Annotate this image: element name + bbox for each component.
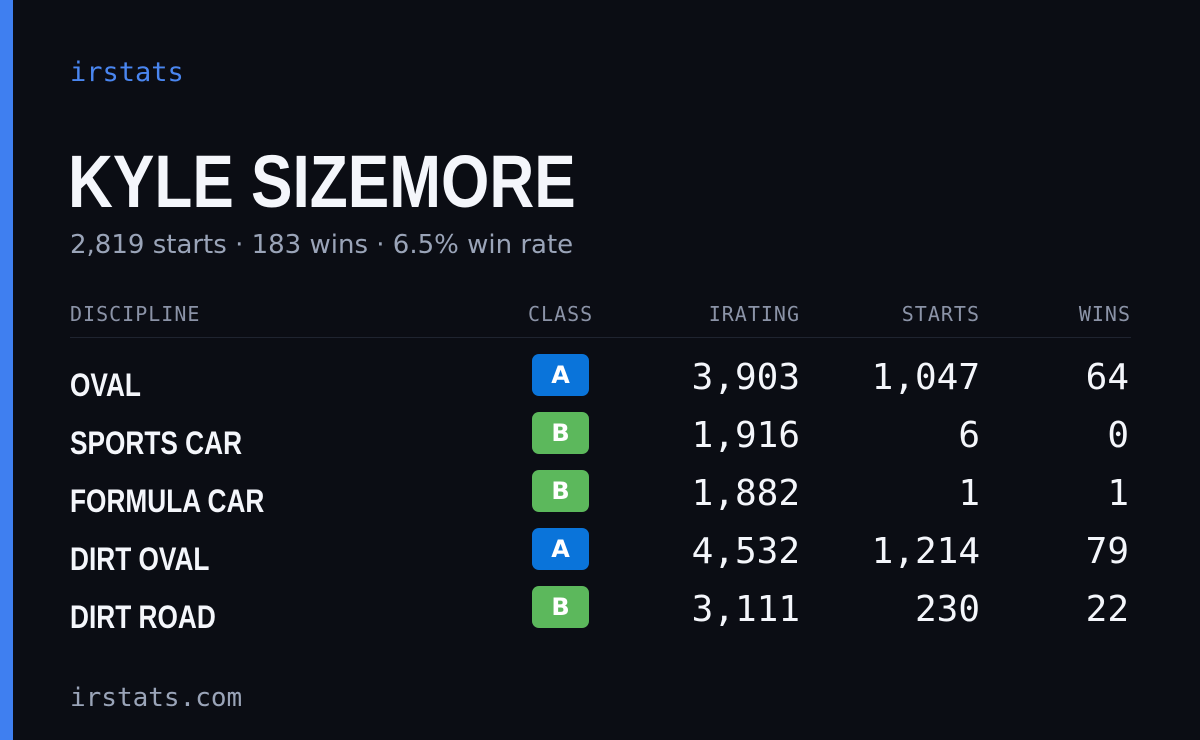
- row-starts: 6: [958, 415, 980, 456]
- header-wins: WINS: [1078, 302, 1131, 326]
- row-starts: 1,214: [871, 531, 980, 572]
- row-irating: 3,903: [691, 357, 800, 398]
- row-discipline: DIRT OVAL: [70, 541, 210, 577]
- row-starts: 230: [914, 589, 980, 630]
- class-badge: B: [532, 586, 589, 628]
- row-wins: 64: [1085, 357, 1129, 398]
- table-body: OVAL A 3,903 1,047 64 SPORTS CAR B 1,916…: [70, 354, 1131, 644]
- discipline-table: DISCIPLINE CLASS IRATING STARTS WINS OVA…: [70, 298, 1131, 644]
- row-irating: 1,882: [691, 473, 800, 514]
- driver-name: KYLE SIZEMORE: [68, 140, 576, 223]
- table-row: OVAL A 3,903 1,047 64: [70, 354, 1131, 412]
- row-discipline: DIRT ROAD: [70, 599, 216, 635]
- row-wins: 22: [1085, 589, 1129, 630]
- accent-bar: [0, 0, 13, 740]
- class-badge: B: [532, 412, 589, 454]
- class-badge: A: [532, 354, 589, 396]
- table-row: SPORTS CAR B 1,916 6 0: [70, 412, 1131, 470]
- row-discipline: SPORTS CAR: [70, 425, 243, 461]
- footer-url: irstats.com: [70, 683, 243, 713]
- row-irating: 1,916: [691, 415, 800, 456]
- header-irating: IRATING: [708, 302, 800, 326]
- header-discipline: DISCIPLINE: [70, 302, 201, 326]
- row-irating: 4,532: [691, 531, 800, 572]
- row-irating: 3,111: [691, 589, 800, 630]
- table-header: DISCIPLINE CLASS IRATING STARTS WINS: [70, 298, 1131, 338]
- class-badge: A: [532, 528, 589, 570]
- header-starts: STARTS: [901, 302, 980, 326]
- class-badge: B: [532, 470, 589, 512]
- driver-summary: 2,819 starts · 183 wins · 6.5% win rate: [70, 230, 574, 260]
- table-row: DIRT ROAD B 3,111 230 22: [70, 586, 1131, 644]
- row-discipline: OVAL: [70, 367, 141, 403]
- header-class: CLASS: [528, 302, 594, 326]
- row-wins: 1: [1107, 473, 1129, 514]
- row-wins: 0: [1107, 415, 1129, 456]
- brand-logo: irstats: [70, 57, 184, 88]
- row-discipline: FORMULA CAR: [70, 483, 265, 519]
- table-row: FORMULA CAR B 1,882 1 1: [70, 470, 1131, 528]
- row-starts: 1,047: [871, 357, 980, 398]
- row-starts: 1: [958, 473, 980, 514]
- table-row: DIRT OVAL A 4,532 1,214 79: [70, 528, 1131, 586]
- row-wins: 79: [1085, 531, 1129, 572]
